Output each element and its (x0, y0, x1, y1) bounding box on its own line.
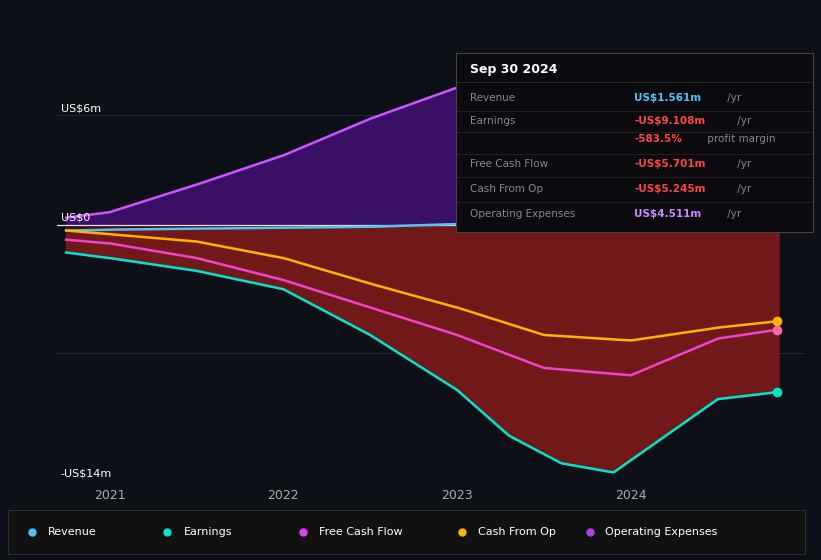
Text: -US$5.701m: -US$5.701m (635, 159, 706, 169)
Text: US$1.561m: US$1.561m (635, 93, 701, 103)
Text: Free Cash Flow: Free Cash Flow (470, 159, 548, 169)
Text: /yr: /yr (724, 93, 741, 103)
Text: Operating Expenses: Operating Expenses (606, 527, 718, 537)
Text: Free Cash Flow: Free Cash Flow (319, 527, 402, 537)
Text: -US$5.245m: -US$5.245m (635, 184, 706, 194)
Text: /yr: /yr (734, 159, 751, 169)
Text: Revenue: Revenue (470, 93, 515, 103)
Text: Operating Expenses: Operating Expenses (470, 209, 576, 220)
Text: US$4.511m: US$4.511m (635, 209, 701, 220)
Text: US$0: US$0 (61, 212, 90, 222)
Text: Earnings: Earnings (183, 527, 232, 537)
Text: Earnings: Earnings (470, 116, 516, 127)
Text: Sep 30 2024: Sep 30 2024 (470, 63, 557, 76)
Text: /yr: /yr (724, 209, 741, 220)
Text: profit margin: profit margin (704, 134, 776, 144)
Text: US$6m: US$6m (61, 103, 101, 113)
Text: -583.5%: -583.5% (635, 134, 682, 144)
Text: Revenue: Revenue (48, 527, 97, 537)
Text: Cash From Op: Cash From Op (470, 184, 543, 194)
Text: Cash From Op: Cash From Op (478, 527, 556, 537)
Text: /yr: /yr (734, 116, 751, 127)
Text: -US$9.108m: -US$9.108m (635, 116, 705, 127)
Text: -US$14m: -US$14m (61, 469, 112, 479)
Text: /yr: /yr (734, 184, 751, 194)
